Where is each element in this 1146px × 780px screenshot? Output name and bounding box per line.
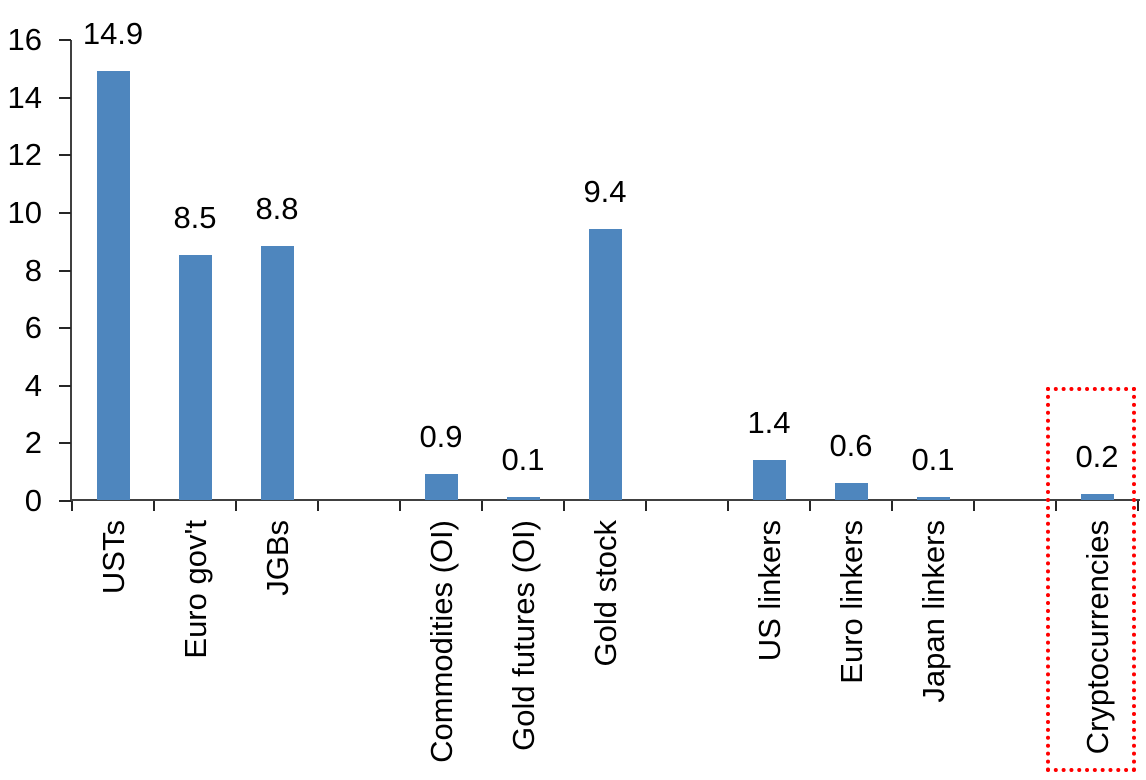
highlight-box-cryptocurrencies: [1046, 387, 1136, 772]
x-tick-1: [153, 501, 155, 511]
y-tick-12: [59, 154, 71, 157]
x-tick-4: [399, 501, 401, 511]
x-tick-3: [317, 501, 319, 511]
y-tick-6: [59, 327, 71, 330]
category-label-euro-linkers: Euro linkers: [834, 520, 869, 684]
x-tick-6: [563, 501, 565, 511]
category-label-jgbs: JGBs: [260, 520, 295, 596]
category-label-gold-stock: Gold stock: [588, 520, 623, 667]
x-tick-5: [481, 501, 483, 511]
y-tick-4: [59, 384, 71, 387]
bar-jgbs: [261, 246, 294, 500]
value-label-euro-gov-t: 8.5: [173, 200, 217, 235]
x-tick-0: [71, 501, 73, 511]
bar-gold-futures-oi: [507, 497, 540, 500]
bar-us-linkers: [753, 460, 786, 500]
x-tick-13: [1137, 501, 1139, 511]
value-label-euro-linkers: 0.6: [829, 428, 873, 463]
category-label-japan-linkers: Japan linkers: [916, 520, 951, 703]
y-tick-14: [59, 96, 71, 99]
y-tick-label-16: 16: [7, 22, 42, 57]
bar-euro-gov-t: [179, 255, 212, 500]
y-tick-label-4: 4: [24, 367, 42, 403]
category-label-gold-futures-oi: Gold futures (OI): [506, 520, 541, 751]
bar-usts: [97, 71, 130, 500]
value-label-us-linkers: 1.4: [747, 405, 791, 440]
x-tick-11: [973, 501, 975, 511]
y-tick-16: [59, 39, 71, 41]
bar-commodities-oi: [425, 474, 458, 500]
y-tick-label-12: 12: [7, 137, 42, 173]
y-tick-label-8: 8: [24, 252, 42, 288]
x-tick-8: [727, 501, 729, 511]
value-label-jgbs: 8.8: [255, 191, 299, 226]
y-axis-line: [70, 40, 72, 501]
category-label-commodities-oi: Commodities (OI): [424, 520, 459, 763]
bar-japan-linkers: [917, 497, 950, 500]
y-tick-10: [59, 211, 71, 214]
category-label-euro-gov-t: Euro gov't: [178, 520, 213, 659]
y-tick-label-14: 14: [7, 79, 42, 115]
y-tick-8: [59, 269, 71, 272]
y-tick-2: [59, 442, 71, 445]
category-label-us-linkers: US linkers: [752, 520, 787, 662]
y-tick-label-10: 10: [7, 194, 42, 230]
x-tick-2: [235, 501, 237, 511]
x-tick-12: [1055, 501, 1057, 511]
category-label-usts: USTs: [96, 520, 131, 595]
value-label-japan-linkers: 0.1: [911, 442, 955, 477]
value-label-usts: 14.9: [82, 16, 144, 51]
bar-cryptocurrencies: [1081, 494, 1114, 500]
value-label-commodities-oi: 0.9: [419, 419, 463, 454]
x-tick-10: [891, 501, 893, 511]
y-tick-label-2: 2: [24, 425, 42, 461]
value-label-gold-futures-oi: 0.1: [501, 442, 545, 477]
x-tick-9: [809, 501, 811, 511]
y-tick-label-6: 6: [24, 310, 42, 346]
bar-euro-linkers: [835, 483, 868, 500]
y-tick-label-0: 0: [24, 483, 42, 518]
y-tick-0: [59, 500, 71, 502]
value-label-cryptocurrencies: 0.2: [1075, 439, 1119, 474]
x-axis-line: [70, 499, 1140, 501]
bar-gold-stock: [589, 229, 622, 500]
x-tick-7: [645, 501, 647, 511]
value-label-gold-stock: 9.4: [583, 174, 627, 209]
